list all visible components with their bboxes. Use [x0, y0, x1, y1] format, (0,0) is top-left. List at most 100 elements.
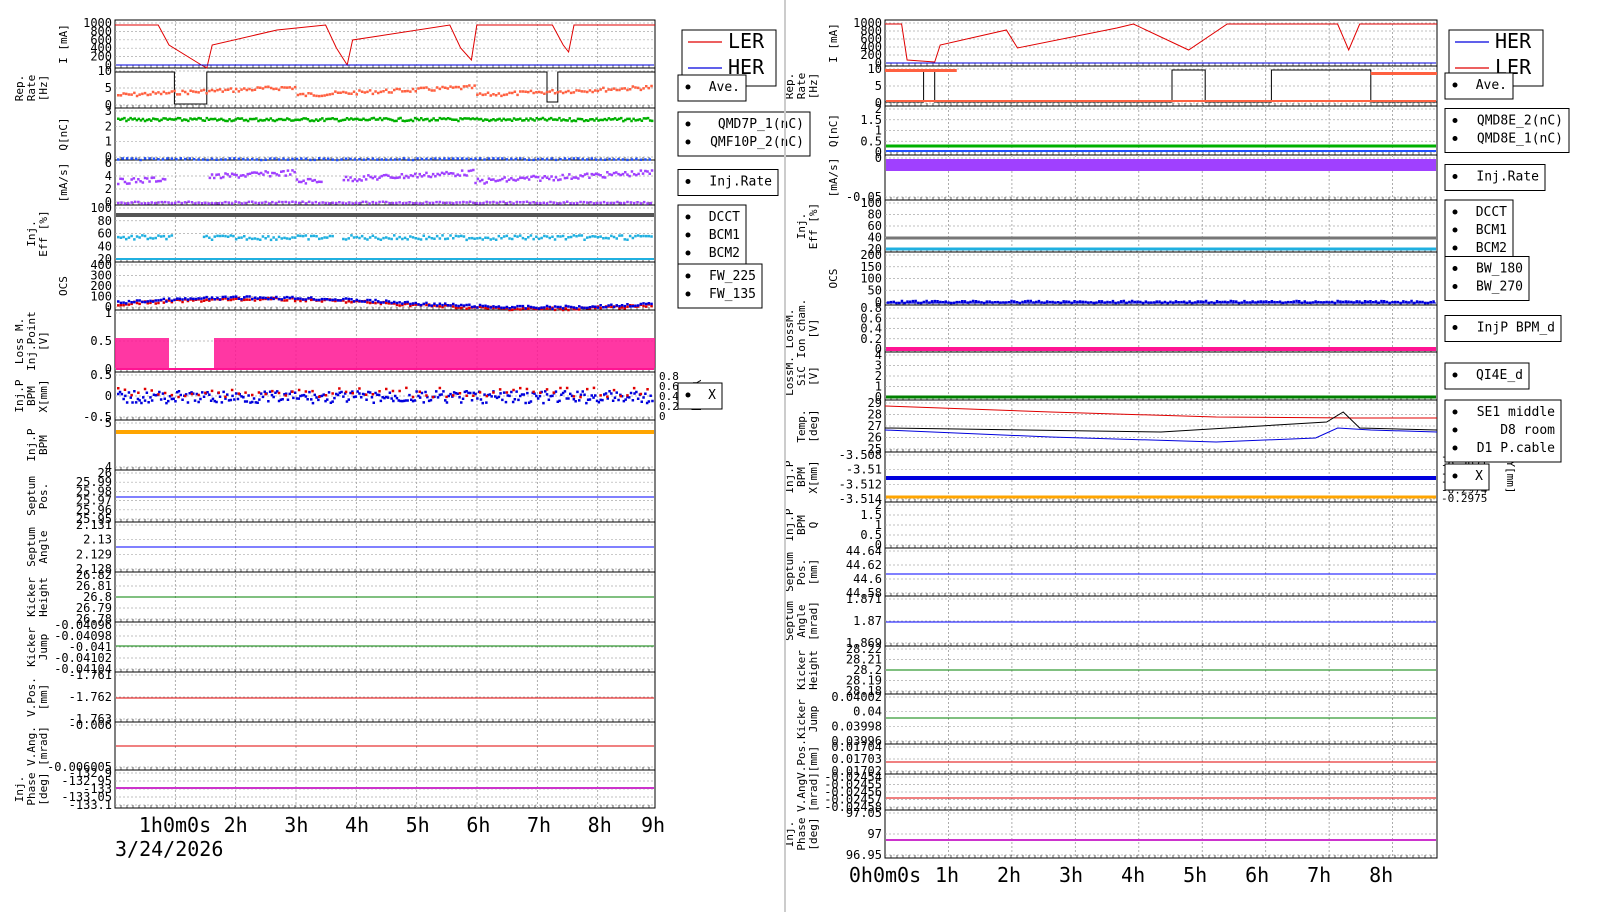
right-kicker-height-line: [886, 669, 1436, 671]
right-row-5-tick-label: 150: [860, 260, 882, 274]
left-row-13-ylabel: [mm]: [37, 684, 50, 711]
right-row-5-tick-label: 50: [868, 283, 882, 297]
right-row-6-tick-label: 0.4: [860, 322, 882, 336]
right-row-16-tick-label: -0.02456: [824, 785, 882, 799]
right-row-17-ylabel: Phase: [795, 817, 808, 850]
right-row-3-tick-label: -0.05: [846, 190, 882, 204]
left-loss-block: [214, 338, 223, 368]
right-row-6-tick-label: 0.6: [860, 311, 882, 325]
right-row-5-tick-label: 0: [875, 295, 882, 309]
left-row-3-tick-label: 0: [105, 195, 112, 209]
right-row-15-tick-label: 0.01703: [831, 752, 882, 766]
left-septum-pos-line: [116, 496, 654, 498]
left-loss-block: [358, 338, 367, 368]
right-row-13-tick-label: 28.18: [846, 684, 882, 698]
left-row-11-tick-label: 26.78: [76, 612, 112, 626]
left-row-9-ylabel: Septum: [25, 476, 38, 516]
left-row-6-tick-label: 0: [105, 362, 112, 376]
left-row-8-ylabel: BPM: [37, 435, 50, 455]
right-row-6-ylabel: [V]: [807, 319, 820, 339]
right-row-4-legend-swatch: [1452, 227, 1458, 233]
right-time-tick-label: 1h: [935, 863, 959, 887]
right-row-6-legend-label: InjP BPM_d: [1477, 321, 1555, 336]
left-loss-block: [466, 338, 475, 368]
right-row-6-tick-label: 0.8: [860, 301, 882, 315]
left-time-tick-label: 2h: [224, 813, 248, 837]
left-loss-block: [538, 338, 547, 368]
right-row-13-ylabel: Kicker: [795, 650, 808, 690]
right-vpos-line: [886, 761, 1436, 763]
left-row-0-tick-label: 800: [90, 24, 112, 38]
right-row-10-ylabel: Q: [807, 522, 820, 529]
right-row-0-tick-label: 1000: [853, 16, 882, 30]
left-row-11-tick-label: 26.79: [76, 601, 112, 615]
left-row-7-ylabel: BPM: [25, 386, 38, 406]
left-row-15-ylabel: [deg]: [37, 772, 50, 805]
right-row-2-legend-swatch: [1452, 136, 1458, 141]
left-row-14-ylabel: V.Ang.: [25, 726, 38, 766]
right-time-tick-label: 0h0m0s: [849, 863, 921, 887]
right-time-tick-label: 2h: [997, 863, 1021, 887]
right-row-0-tick-label: 200: [860, 48, 882, 62]
left-row-7-ylabel: X[mm]: [37, 379, 50, 412]
right-row-16-tick-label: -0.02457: [824, 793, 882, 807]
left-loss-block: [394, 338, 403, 368]
right-row-2-legend-label: QMD8E_2(nC): [1477, 114, 1563, 129]
left-loss-block: [115, 338, 124, 368]
right-row-9-right-label: Y[mm]: [1504, 460, 1517, 493]
right-phase-line: [886, 839, 1436, 841]
left-row-7-ylabel: Inj.P: [13, 379, 26, 412]
right-row-17-tick-label: 97: [868, 827, 882, 841]
right-kicker-jump-line: [886, 717, 1436, 719]
right-row-7-ylabel: SiC: [795, 366, 808, 386]
left-row-9-tick-label: 26: [98, 466, 112, 480]
right-row-6-legend-box: [1444, 315, 1562, 342]
left-loss-block: [475, 338, 484, 368]
left-row-5-legend-box: [677, 263, 763, 309]
right-row-15-ylabel: [mm]: [807, 746, 820, 773]
right-row-16-ylabel: [mrad]: [807, 772, 820, 812]
left-row-10-ylabel: Septum: [25, 527, 38, 567]
right-bpm-x-line: [886, 476, 1436, 480]
left-row-3-frame: [114, 159, 656, 206]
left-loss-block: [610, 338, 619, 368]
right-row-6-legend-swatch: [1452, 325, 1458, 330]
left-row-2-tick-label: 0: [105, 150, 112, 164]
left-row-3-legend-label: Inj.Rate: [709, 175, 772, 190]
left-bpm-q-line: [116, 430, 654, 434]
right-row-0-tick-label: 600: [860, 32, 882, 46]
right-row-2-legend-label: QMD8E_1(nC): [1477, 132, 1563, 147]
right-row-1-legend-label: Ave.: [1476, 78, 1507, 93]
right-row-1-tick-label: 0: [875, 96, 882, 110]
right-ocs-bw270-base: [886, 302, 1436, 304]
left-row-3-legend-swatch: [685, 179, 691, 184]
left-loss-block: [403, 338, 412, 368]
right-row-8-legend-swatch: [1452, 445, 1458, 451]
right-row-7-tick-label: 4: [875, 348, 882, 362]
left-row-3-ylabel: [mA/s]: [57, 163, 70, 203]
left-vang-line: [116, 745, 654, 747]
right-row-9-ylabel: BPM: [795, 467, 808, 487]
left-row-5-legend-label: FW_135: [709, 287, 756, 302]
left-row-4-tick-label: 80: [98, 214, 112, 228]
right-row-11-ylabel: [mm]: [807, 559, 820, 586]
left-loss-block: [160, 338, 169, 368]
right-eff-dcct-line: [886, 247, 1436, 251]
left-loss-block: [421, 338, 430, 368]
right-charge-qmd8e2: [886, 144, 1436, 148]
right-row-10-tick-label: 1: [875, 518, 882, 532]
right-loss-sic-line: [886, 395, 1436, 399]
right-row-6-tick-label: 0: [875, 342, 882, 356]
right-row-14-tick-label: 0.03998: [831, 719, 882, 733]
right-row-7-legend-swatch: [1452, 372, 1458, 378]
right-row-11-frame: [884, 547, 1438, 597]
right-row-0-tick-label: 0: [875, 56, 882, 70]
right-row-5-tick-label: 100: [860, 272, 882, 286]
right-row-2-legend-box: [1444, 108, 1570, 153]
right-row-9-right-tick: -0.2975: [1441, 492, 1487, 505]
left-row-12-tick-label: -0.04104: [54, 662, 112, 676]
left-row-7-tick-label: 0.5: [90, 368, 112, 382]
right-temp-d1: [884, 411, 1438, 433]
left-row-10-tick-label: 2.128: [76, 562, 112, 576]
